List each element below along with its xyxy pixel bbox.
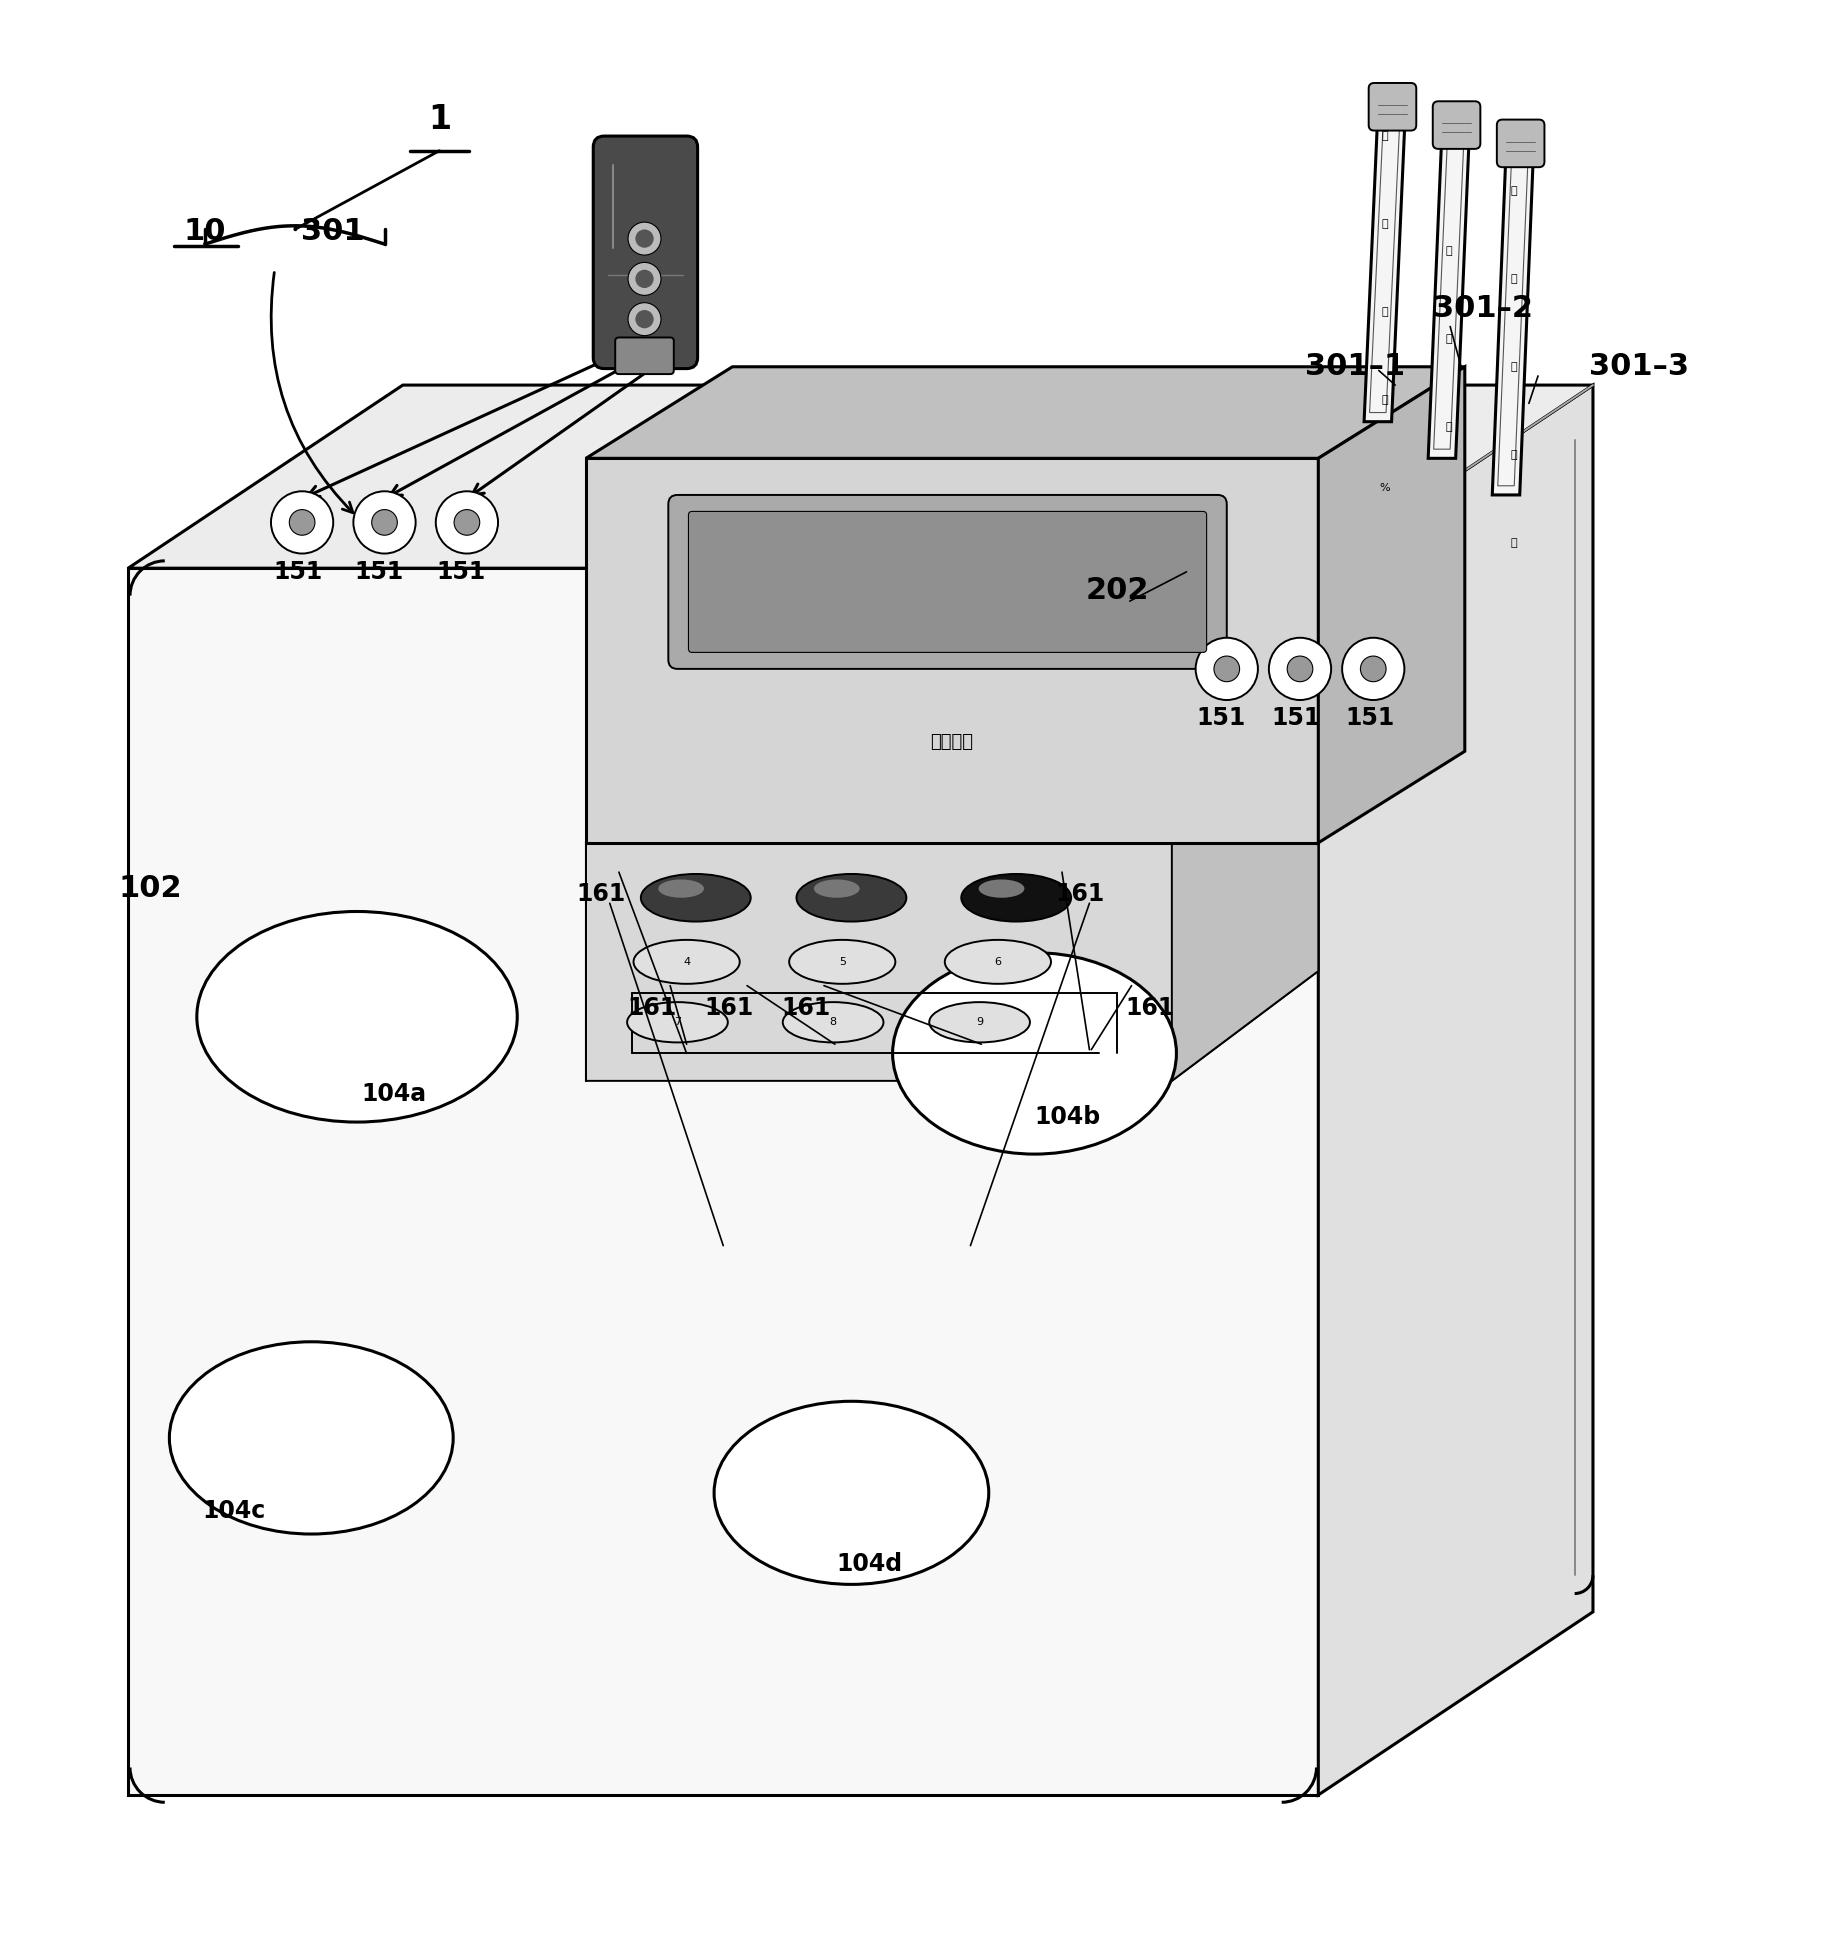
Circle shape xyxy=(1341,637,1404,699)
Polygon shape xyxy=(128,569,1318,1794)
Circle shape xyxy=(289,509,315,536)
Text: 8: 8 xyxy=(829,1018,836,1027)
Text: 202: 202 xyxy=(1085,575,1147,604)
Polygon shape xyxy=(1318,367,1464,843)
Text: 102: 102 xyxy=(119,874,181,903)
Ellipse shape xyxy=(633,940,739,985)
Circle shape xyxy=(454,509,479,536)
Polygon shape xyxy=(1363,91,1405,421)
Ellipse shape xyxy=(640,874,750,922)
Ellipse shape xyxy=(170,1342,454,1534)
Text: 104a: 104a xyxy=(361,1082,426,1105)
Circle shape xyxy=(1360,656,1385,682)
Circle shape xyxy=(1268,637,1330,699)
Text: 301: 301 xyxy=(302,218,364,247)
Ellipse shape xyxy=(783,1002,882,1043)
Polygon shape xyxy=(586,458,1318,843)
Ellipse shape xyxy=(796,874,906,922)
Circle shape xyxy=(1286,656,1312,682)
Text: %: % xyxy=(1380,484,1389,493)
Text: 151: 151 xyxy=(1197,707,1244,730)
Ellipse shape xyxy=(657,880,705,897)
Text: 代: 代 xyxy=(1510,361,1515,371)
Text: 161: 161 xyxy=(781,996,829,1020)
FancyBboxPatch shape xyxy=(1497,120,1545,167)
Circle shape xyxy=(371,509,397,536)
Polygon shape xyxy=(1318,385,1592,1794)
Polygon shape xyxy=(128,385,1592,569)
Text: 151: 151 xyxy=(437,559,485,585)
Text: 10: 10 xyxy=(183,218,227,247)
Text: 脂: 脂 xyxy=(1382,307,1387,317)
FancyBboxPatch shape xyxy=(668,495,1226,668)
Text: 301–1: 301–1 xyxy=(1305,352,1404,381)
Text: 6: 6 xyxy=(994,957,1001,967)
Text: 1: 1 xyxy=(428,103,450,136)
Text: 301–2: 301–2 xyxy=(1433,293,1532,322)
FancyBboxPatch shape xyxy=(615,338,673,375)
Text: 104b: 104b xyxy=(1034,1105,1100,1130)
Text: 4: 4 xyxy=(683,957,690,967)
FancyBboxPatch shape xyxy=(593,136,697,369)
Circle shape xyxy=(628,303,661,336)
Text: 基: 基 xyxy=(1510,186,1515,196)
Polygon shape xyxy=(1171,843,1318,1082)
Ellipse shape xyxy=(944,940,1050,985)
Circle shape xyxy=(635,270,653,287)
Polygon shape xyxy=(586,843,1318,1082)
Text: 104c: 104c xyxy=(203,1499,265,1523)
Text: 151: 151 xyxy=(1345,707,1393,730)
Text: 151: 151 xyxy=(355,559,403,585)
Text: 础: 础 xyxy=(1510,274,1515,284)
Text: 7: 7 xyxy=(673,1018,681,1027)
Ellipse shape xyxy=(626,1002,727,1043)
Text: 肪: 肪 xyxy=(1382,394,1387,404)
Ellipse shape xyxy=(930,1002,1030,1043)
Ellipse shape xyxy=(893,954,1175,1154)
Circle shape xyxy=(353,491,415,553)
Ellipse shape xyxy=(977,880,1025,897)
Text: 谢: 谢 xyxy=(1510,451,1515,460)
Circle shape xyxy=(635,311,653,328)
Polygon shape xyxy=(1491,128,1534,495)
Circle shape xyxy=(1195,637,1257,699)
Text: 重: 重 xyxy=(1446,421,1451,433)
Text: 体: 体 xyxy=(1382,219,1387,229)
Text: 5: 5 xyxy=(838,957,845,967)
Ellipse shape xyxy=(813,880,860,897)
Text: 161: 161 xyxy=(705,996,752,1020)
Text: 301–3: 301–3 xyxy=(1588,352,1687,381)
Text: 9: 9 xyxy=(975,1018,983,1027)
Circle shape xyxy=(628,262,661,295)
FancyBboxPatch shape xyxy=(688,511,1206,653)
Polygon shape xyxy=(1427,111,1469,458)
Text: 151: 151 xyxy=(274,559,322,585)
Polygon shape xyxy=(586,367,1464,458)
Ellipse shape xyxy=(789,940,895,985)
Text: 可测量项: 可测量项 xyxy=(930,734,974,752)
Circle shape xyxy=(1213,656,1239,682)
Ellipse shape xyxy=(961,874,1071,922)
Circle shape xyxy=(436,491,498,553)
Text: 161: 161 xyxy=(576,882,624,907)
FancyBboxPatch shape xyxy=(1367,84,1415,130)
Circle shape xyxy=(635,229,653,249)
Circle shape xyxy=(628,221,661,254)
FancyBboxPatch shape xyxy=(1433,101,1480,150)
Text: 161: 161 xyxy=(1056,882,1103,907)
Text: 身: 身 xyxy=(1382,130,1387,142)
Text: 体: 体 xyxy=(1446,334,1451,344)
Text: 161: 161 xyxy=(1125,996,1173,1020)
Text: 率: 率 xyxy=(1510,538,1515,548)
Text: 104d: 104d xyxy=(836,1552,902,1577)
Text: 161: 161 xyxy=(628,996,675,1020)
Text: 瘦: 瘦 xyxy=(1446,247,1451,256)
Ellipse shape xyxy=(198,911,516,1122)
Ellipse shape xyxy=(714,1402,988,1585)
Circle shape xyxy=(271,491,333,553)
Text: 151: 151 xyxy=(1272,707,1319,730)
